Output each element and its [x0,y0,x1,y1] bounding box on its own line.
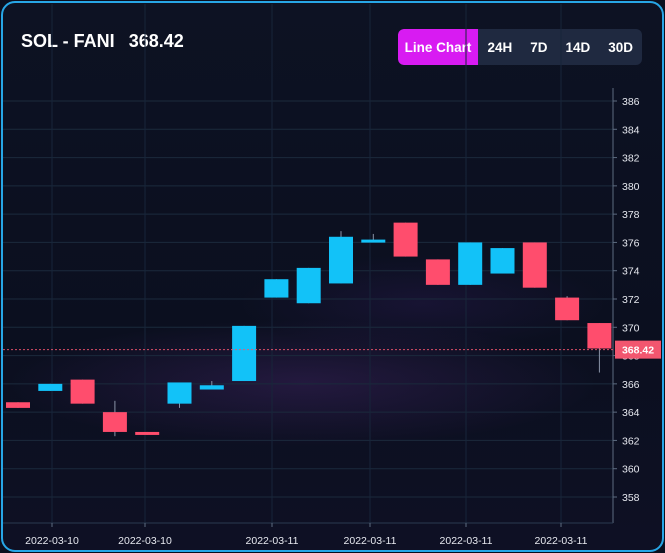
x-tick-label: 2022-03-11 [440,535,493,547]
candle [393,222,418,257]
candle-body-up [329,236,353,284]
candle-body-up [38,383,63,391]
candle-body-down [555,297,580,321]
current-price-tag [615,340,661,359]
candle-body-up [361,239,386,243]
y-tick-label: 376 [622,237,640,249]
range-selector: Line Chart 24H 7D 14D 30D [397,29,642,65]
candle-body-down [425,259,450,285]
range-30d-button[interactable]: 30D [608,39,633,55]
candle [296,267,321,304]
candle-body-down [6,402,30,408]
candle-body-down [393,222,418,257]
y-tick-label: 374 [622,266,640,278]
y-tick-label: 384 [622,124,640,136]
candle-body-down [587,323,612,349]
candle [199,381,224,390]
candle-body-up [296,267,321,304]
x-tick-label: 2022-03-10 [25,535,79,547]
candle [425,259,450,285]
title-row: SOL - FANI 368.42 [21,31,184,52]
candle [6,402,30,408]
y-tick-label: 358 [622,492,640,504]
candle-body-down [522,242,547,288]
x-tick-label: 2022-03-11 [535,535,588,547]
x-tick-label: 2022-03-10 [118,535,172,547]
candle [70,379,95,404]
candle [264,279,289,298]
y-tick-label: 386 [622,96,640,108]
range-24h-button[interactable]: 24H [487,39,513,55]
candle [167,382,192,408]
y-tick-label: 380 [622,181,640,193]
candle [490,248,515,274]
candle [361,233,386,243]
line-chart-button[interactable]: Line Chart [397,29,479,65]
candle [555,296,580,321]
y-tick-label: 362 [622,435,640,447]
candle-body-down [70,379,95,404]
y-tick-label: 366 [622,379,640,391]
candle-body-up [199,385,224,390]
candle [38,383,63,391]
y-tick-label: 360 [622,464,640,476]
candle-body-down [102,412,127,432]
candle [135,431,160,435]
x-tick-label: 2022-03-11 [344,535,397,547]
pair-title: SOL - FANI [21,31,115,51]
candle [458,242,483,285]
y-tick-label: 378 [622,209,640,221]
range-7d-button[interactable]: 7D [530,39,548,55]
current-price-tag-label: 368.42 [622,345,654,357]
y-tick-label: 364 [622,407,640,419]
candle [329,231,353,284]
candle-body-up [458,242,483,285]
candle [522,242,547,288]
range-14d-button[interactable]: 14D [565,39,591,55]
candle-body-up [232,325,257,382]
candle [102,400,127,437]
candle-body-up [490,248,515,274]
candle-body-up [167,382,192,404]
candle-body-down [135,431,160,435]
candle-body-up [264,279,289,298]
current-price: 368.42 [128,31,184,51]
x-tick-label: 2022-03-11 [246,535,299,547]
y-tick-label: 372 [622,294,640,306]
candle [232,325,257,382]
y-tick-label: 382 [622,153,640,165]
candle [587,323,612,373]
y-tick-label: 370 [622,322,640,334]
